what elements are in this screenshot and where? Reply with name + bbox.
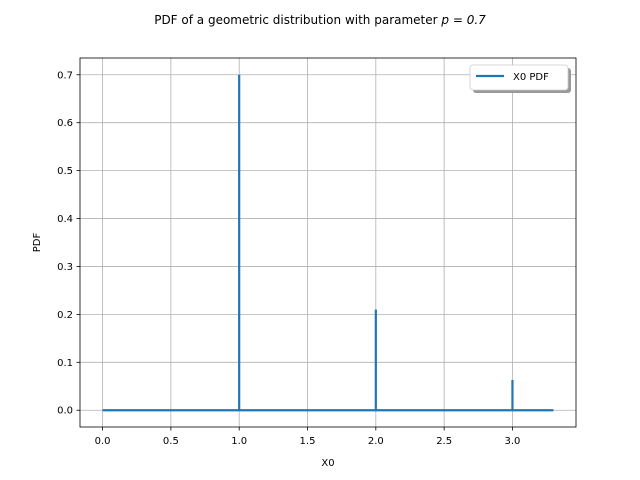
x-tick-label: 2.5 bbox=[436, 436, 452, 447]
x-tick-label: 1.5 bbox=[300, 436, 316, 447]
legend-label: X0 PDF bbox=[513, 72, 549, 83]
plot-frame bbox=[79, 57, 577, 428]
y-axis: 0.0 0.1 0.2 0.3 0.4 0.5 0.6 0.7 bbox=[57, 70, 80, 417]
y-tick-label: 0.5 bbox=[57, 166, 73, 177]
x-axis: 0.0 0.5 1.0 1.5 2.0 2.5 3.0 bbox=[95, 427, 521, 447]
chart-title-math: p = 0.7 bbox=[440, 13, 486, 27]
plot-area bbox=[79, 57, 577, 428]
y-tick-label: 0.2 bbox=[57, 310, 73, 321]
y-tick-label: 0.0 bbox=[57, 406, 73, 417]
series-line bbox=[102, 74, 554, 412]
y-tick-label: 0.3 bbox=[57, 262, 73, 273]
chart-title-prefix: PDF of a geometric distribution with par… bbox=[154, 13, 441, 27]
legend-box bbox=[469, 64, 569, 91]
x-tick-label: 2.0 bbox=[368, 436, 384, 447]
x-tick-label: 3.0 bbox=[505, 436, 521, 447]
y-axis-label: PDF bbox=[32, 233, 43, 253]
chart-title: PDF of a geometric distribution with par… bbox=[154, 13, 486, 27]
x-axis-label: X0 bbox=[321, 458, 334, 469]
plot-background bbox=[80, 58, 576, 427]
legend: X0 PDF bbox=[469, 64, 571, 93]
x-tick-label: 0.5 bbox=[163, 436, 179, 447]
y-tick-label: 0.7 bbox=[57, 70, 73, 81]
y-tick-label: 0.6 bbox=[57, 118, 73, 129]
y-tick-label: 0.1 bbox=[57, 358, 73, 369]
x-tick-label: 0.0 bbox=[95, 436, 111, 447]
y-tick-label: 0.4 bbox=[57, 214, 73, 225]
series-layer bbox=[102, 74, 554, 412]
x-tick-label: 1.0 bbox=[231, 436, 247, 447]
